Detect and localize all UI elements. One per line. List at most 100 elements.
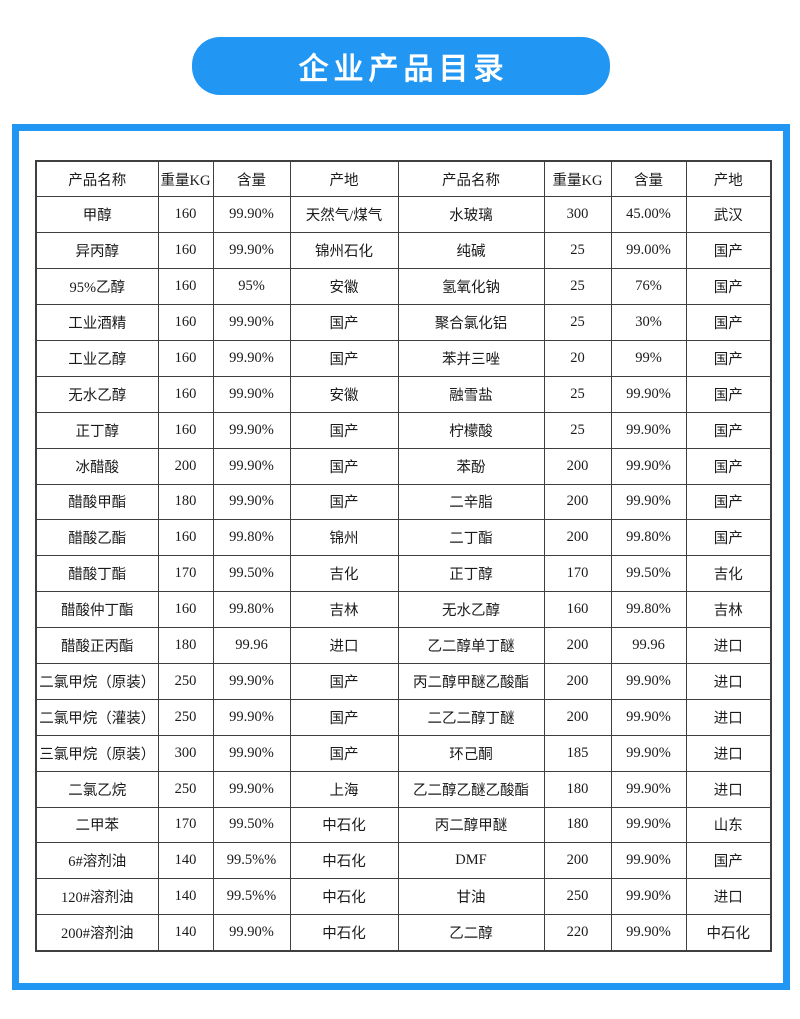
product-table: 产品名称 重量KG 含量 产地 产品名称 重量KG 含量 产地 甲醇 160 99.90% 天然气/… <box>35 160 772 952</box>
table-cell: 99.90% <box>212 447 291 485</box>
table-cell: 山东 <box>685 806 772 844</box>
table-cell: 160 <box>157 411 214 449</box>
table-row: 醋酸甲酯 180 99.90% 国产 二辛脂 200 99.90% 国产 <box>35 483 772 521</box>
table-cell: 140 <box>157 842 214 880</box>
table-cell: 76% <box>610 268 687 306</box>
table-row: 二甲苯 170 99.50% 中石化 丙二醇甲醚 180 99.90% 山东 <box>35 806 772 844</box>
table-cell: 纯碱 <box>397 232 545 270</box>
table-cell: 水玻璃 <box>397 196 545 234</box>
table-row: 醋酸正丙酯 180 99.96 进口 乙二醇单丁醚 200 99.96 进口 <box>35 627 772 664</box>
table-cell: 99.50% <box>610 555 687 593</box>
table-cell: 25 <box>543 375 612 413</box>
table-cell: 99.80% <box>610 519 687 557</box>
table-cell: 99.96 <box>212 627 291 664</box>
table-cell: 二辛脂 <box>397 483 545 521</box>
table-cell: 160 <box>543 591 612 629</box>
table-cell: 二氯甲烷（灌装） <box>35 698 159 736</box>
table-cell: 醋酸正丙酯 <box>35 627 159 664</box>
table-cell: 正丁醇 <box>397 555 545 593</box>
table-cell: 200 <box>543 627 612 664</box>
column-header: 含量 <box>212 160 291 198</box>
column-header: 产地 <box>685 160 772 198</box>
table-cell: 99.90% <box>610 375 687 413</box>
table-cell: 250 <box>157 662 214 700</box>
table-cell: 185 <box>543 734 612 772</box>
table-cell: 99.90% <box>212 914 291 952</box>
table-cell: 250 <box>543 878 612 916</box>
table-cell: 99.90% <box>610 698 687 736</box>
table-cell: 250 <box>157 770 214 808</box>
table-cell: 250 <box>157 698 214 736</box>
table-cell: 99.90% <box>610 483 687 521</box>
page-title-banner: 企业产品目录 <box>192 37 610 95</box>
table-cell: 异丙醇 <box>35 232 159 270</box>
table-cell: 99.90% <box>212 770 291 808</box>
table-cell: 170 <box>157 555 214 593</box>
table-cell: 正丁醇 <box>35 411 159 449</box>
table-cell: 99.90% <box>212 196 291 234</box>
table-cell: 锦州 <box>289 519 399 557</box>
table-cell: 99.90% <box>610 662 687 700</box>
table-cell: 进口 <box>685 770 772 808</box>
table-cell: 200 <box>543 842 612 880</box>
table-cell: 25 <box>543 411 612 449</box>
table-cell: 45.00% <box>610 196 687 234</box>
table-cell: 吉化 <box>685 555 772 593</box>
table-cell: 醋酸仲丁酯 <box>35 591 159 629</box>
table-row: 无水乙醇 160 99.90% 安徽 融雪盐 25 99.90% 国产 <box>35 375 772 413</box>
table-cell: 160 <box>157 519 214 557</box>
table-cell: 30% <box>610 304 687 341</box>
table-cell: 99.96 <box>610 627 687 664</box>
table-row: 二氯甲烷（灌装） 250 99.90% 国产 二乙二醇丁醚 200 99.90% 进口 <box>35 698 772 736</box>
table-cell: 160 <box>157 375 214 413</box>
table-cell: 环己酮 <box>397 734 545 772</box>
table-cell: 99.90% <box>610 914 687 952</box>
column-header: 重量KG <box>157 160 214 198</box>
table-cell: 中石化 <box>289 878 399 916</box>
table-cell: 99.90% <box>212 304 291 341</box>
column-header: 产地 <box>289 160 399 198</box>
table-cell: 25 <box>543 268 612 306</box>
table-cell: 180 <box>543 806 612 844</box>
table-cell: 二甲苯 <box>35 806 159 844</box>
table-cell: 三氯甲烷（原装） <box>35 734 159 772</box>
table-cell: 180 <box>157 627 214 664</box>
table-cell: 乙二醇单丁醚 <box>397 627 545 664</box>
table-cell: 国产 <box>289 662 399 700</box>
table-cell: 进口 <box>685 734 772 772</box>
table-row: 三氯甲烷（原装） 300 99.90% 国产 环己酮 185 99.90% 进口 <box>35 734 772 772</box>
table-cell: 无水乙醇 <box>397 591 545 629</box>
table-cell: 柠檬酸 <box>397 411 545 449</box>
page-title: 企业产品目录 <box>298 53 509 86</box>
table-cell: 二氯乙烷 <box>35 770 159 808</box>
table-cell: DMF <box>397 842 545 880</box>
table-cell: 甘油 <box>397 878 545 916</box>
table-cell: 国产 <box>685 268 772 306</box>
table-cell: 锦州石化 <box>289 232 399 270</box>
header-row: 产品名称 重量KG 含量 产地 产品名称 重量KG 含量 产地 <box>35 160 772 198</box>
table-cell: 200 <box>543 519 612 557</box>
table-cell: 吉林 <box>685 591 772 629</box>
table-cell: 160 <box>157 591 214 629</box>
table-cell: 99.50% <box>212 806 291 844</box>
table-cell: 99.90% <box>610 770 687 808</box>
table-cell: 国产 <box>685 411 772 449</box>
table-row: 工业乙醇 160 99.90% 国产 苯并三唑 20 99% 国产 <box>35 339 772 377</box>
table-cell: 180 <box>543 770 612 808</box>
table-cell: 二氯甲烷（原装） <box>35 662 159 700</box>
table-cell: 25 <box>543 232 612 270</box>
table-cell: 丙二醇甲醚 <box>397 806 545 844</box>
table-cell: 国产 <box>685 375 772 413</box>
table-cell: 进口 <box>289 627 399 664</box>
table-cell: 20 <box>543 339 612 377</box>
column-header: 产品名称 <box>397 160 545 198</box>
table-cell: 99.90% <box>212 662 291 700</box>
table-cell: 99.5%% <box>212 878 291 916</box>
table-cell: 160 <box>157 304 214 341</box>
table-cell: 99.90% <box>610 878 687 916</box>
table-cell: 进口 <box>685 627 772 664</box>
table-cell: 6#溶剂油 <box>35 842 159 880</box>
table-cell: 国产 <box>685 483 772 521</box>
table-cell: 国产 <box>289 339 399 377</box>
table-cell: 苯并三唑 <box>397 339 545 377</box>
